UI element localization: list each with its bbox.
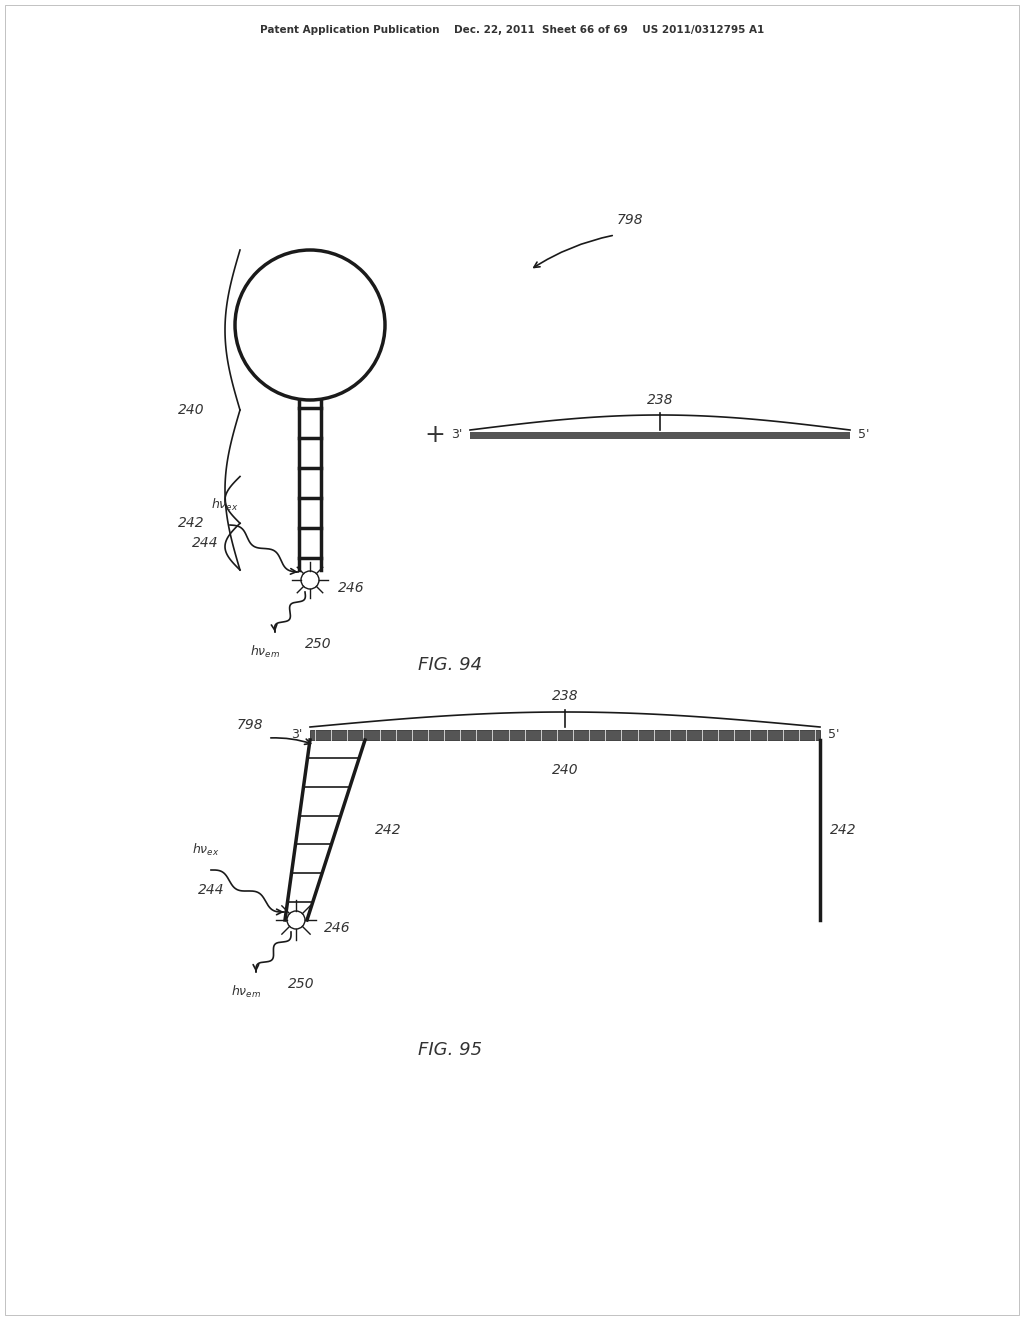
Text: 798: 798 [616,213,643,227]
Text: 246: 246 [338,581,365,595]
Text: 244: 244 [191,536,218,550]
Text: Patent Application Publication    Dec. 22, 2011  Sheet 66 of 69    US 2011/03127: Patent Application Publication Dec. 22, … [260,25,764,36]
Text: 238: 238 [552,689,579,704]
Text: 5': 5' [828,729,840,742]
Bar [310,730,820,741]
Bar [470,432,850,438]
Text: 242: 242 [178,516,205,531]
Text: FIG. 94: FIG. 94 [418,656,482,675]
Text: 238: 238 [647,393,674,407]
Text: 798: 798 [237,718,263,733]
Text: $h\nu_{ex}$: $h\nu_{ex}$ [211,496,239,513]
Text: 240: 240 [178,403,205,417]
Text: $h\nu_{em}$: $h\nu_{em}$ [230,983,261,1001]
Text: FIG. 95: FIG. 95 [418,1041,482,1059]
Text: 246: 246 [324,921,350,935]
Text: 3': 3' [291,729,302,742]
Text: 242: 242 [375,822,401,837]
Text: 244: 244 [198,883,224,898]
Text: $h\nu_{ex}$: $h\nu_{ex}$ [193,842,220,858]
Text: 242: 242 [830,822,857,837]
Text: 240: 240 [552,763,579,777]
Text: +: + [425,422,445,447]
Text: 250: 250 [288,977,314,991]
Text: 250: 250 [305,638,332,651]
Text: 3': 3' [451,429,462,441]
Text: 5': 5' [858,429,869,441]
Text: $h\nu_{em}$: $h\nu_{em}$ [250,644,281,660]
